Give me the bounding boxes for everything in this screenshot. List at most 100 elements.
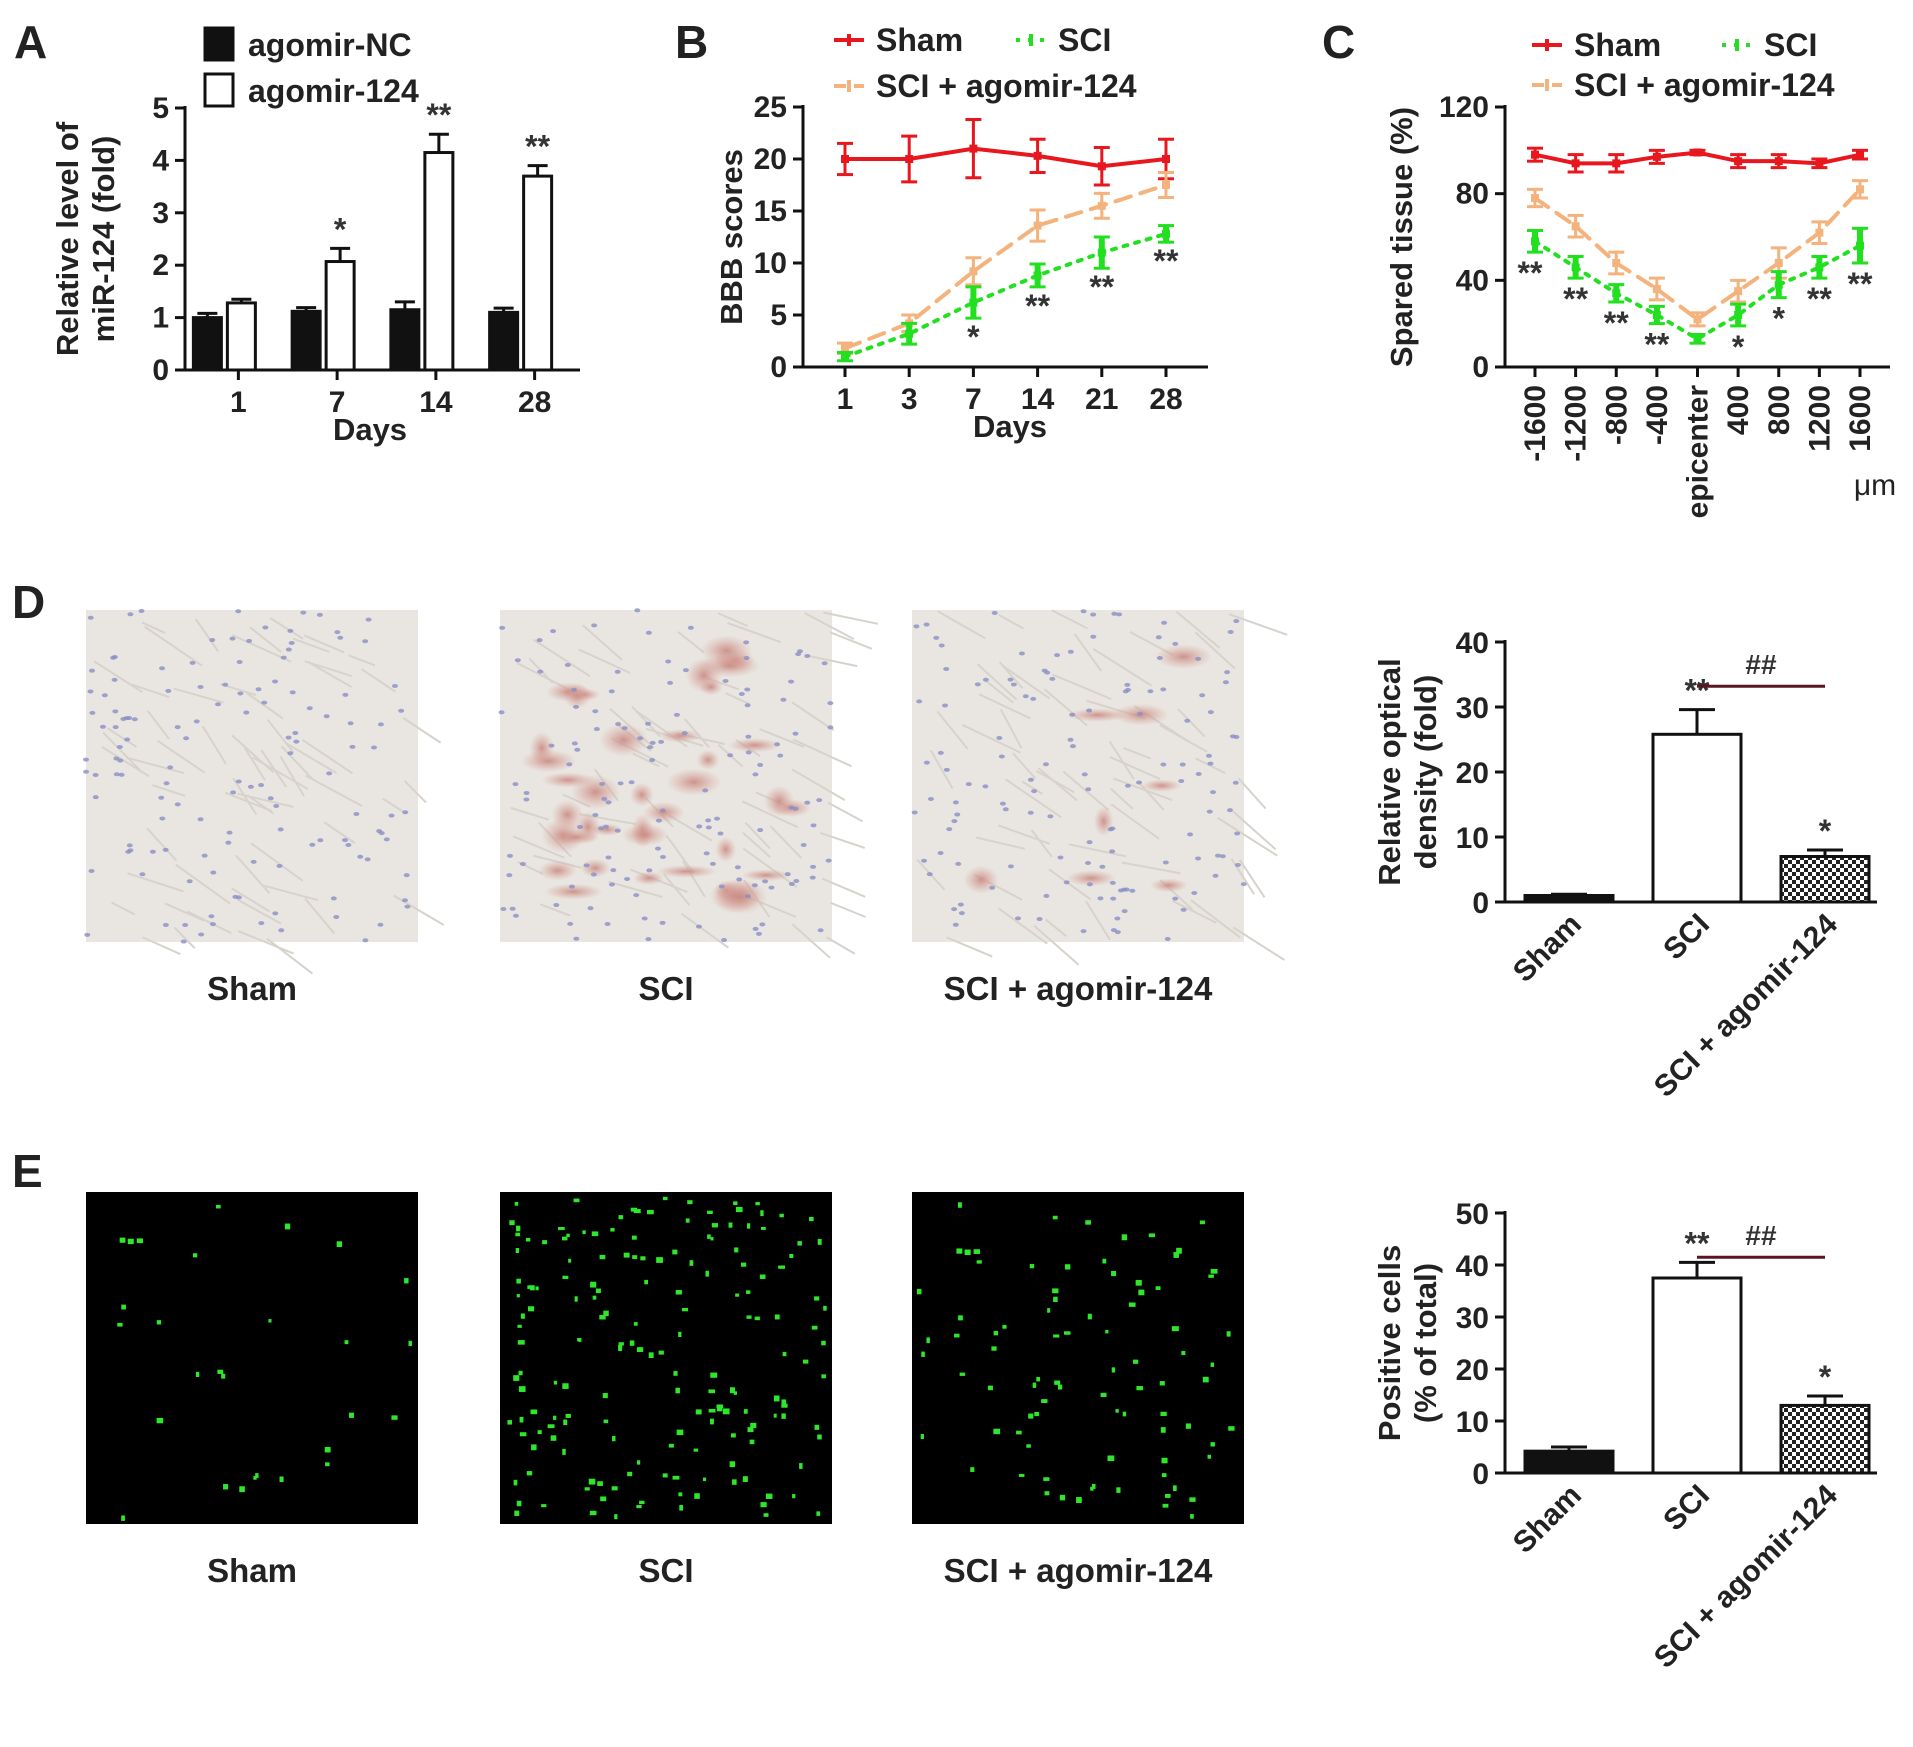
nucleus — [126, 843, 133, 848]
nucleus — [235, 609, 242, 614]
positive-cell — [529, 1285, 535, 1291]
nucleus — [1195, 856, 1202, 861]
nucleus — [330, 896, 337, 901]
positive-cell — [1057, 1384, 1063, 1390]
positive-cell — [656, 1257, 663, 1263]
nucleus — [235, 895, 242, 900]
nucleus — [261, 700, 268, 705]
nucleus — [913, 624, 920, 629]
nucleus — [593, 727, 600, 732]
positive-cell — [774, 1314, 780, 1320]
nucleus — [641, 916, 648, 921]
nucleus — [235, 779, 242, 784]
tissue-fiber — [266, 937, 313, 975]
positive-cell — [705, 1270, 709, 1277]
nucleus — [83, 769, 90, 774]
nucleus — [1057, 855, 1064, 860]
positive-cell — [1190, 1514, 1194, 1519]
nucleus — [645, 630, 652, 635]
positive-cell — [921, 1351, 925, 1357]
nucleus — [222, 682, 229, 687]
tissue-fiber — [998, 661, 1024, 689]
positive-cell — [195, 1371, 200, 1378]
positive-cell — [519, 1416, 524, 1423]
data-point — [1571, 222, 1580, 231]
bar — [290, 309, 322, 372]
positive-cell — [1165, 1493, 1171, 1498]
nucleus — [743, 640, 750, 645]
nucleus — [174, 802, 181, 807]
nucleus — [1084, 860, 1091, 865]
positive-cell — [811, 1325, 818, 1330]
positive-cell — [530, 1409, 538, 1415]
positive-cell — [566, 1233, 570, 1238]
nucleus — [1081, 772, 1088, 777]
nucleus — [646, 868, 653, 873]
nucleus — [583, 863, 590, 868]
nucleus — [118, 772, 125, 777]
tissue-fiber — [1092, 648, 1153, 687]
tissue-fiber — [1172, 899, 1217, 924]
nucleus — [391, 683, 398, 688]
positive-cell — [1185, 1423, 1191, 1429]
nucleus — [514, 658, 521, 663]
nucleus — [127, 612, 134, 617]
tissue-fiber — [929, 749, 954, 789]
positive-cell — [562, 1448, 566, 1455]
nucleus — [1227, 629, 1234, 634]
nucleus — [590, 872, 597, 877]
positive-cell — [957, 1202, 962, 1208]
nucleus — [165, 688, 172, 693]
positive-cell — [558, 1226, 565, 1231]
positive-cell — [1032, 1382, 1037, 1388]
nucleus — [573, 704, 580, 709]
nucleus — [1107, 827, 1114, 832]
nucleus — [1160, 687, 1167, 692]
nucleus — [84, 932, 91, 937]
x-tick-label: 1 — [230, 386, 247, 419]
data-point — [969, 144, 978, 153]
data-point — [1531, 194, 1539, 202]
nucleus — [757, 828, 764, 833]
nucleus — [1160, 762, 1167, 767]
tissue-fiber — [961, 724, 1022, 754]
nucleus — [110, 655, 117, 660]
nucleus — [649, 740, 656, 745]
positive-cell — [746, 1223, 751, 1229]
comparison-label: ## — [1745, 1220, 1777, 1251]
nucleus — [634, 608, 641, 613]
nucleus — [827, 701, 834, 706]
chart-a: 0 1 2 3 4 5 Relative level of miR-124 (fold) Day… — [14, 16, 580, 447]
positive-cell — [255, 1473, 259, 1479]
nucleus — [991, 610, 998, 615]
chart-c: 0 40 80 120 Spared tissue (%) C -1600 -1200 -800… — [1322, 16, 1896, 518]
nucleus — [637, 736, 644, 741]
nucleus — [745, 750, 752, 755]
tissue-fiber — [173, 926, 196, 950]
nucleus — [246, 638, 253, 643]
positive-cell — [1160, 1427, 1166, 1433]
stain-patch — [1093, 806, 1114, 837]
nucleus — [709, 861, 716, 866]
nucleus — [608, 689, 615, 694]
data-point — [1612, 289, 1621, 298]
stain-patch — [642, 801, 685, 824]
nucleus — [660, 854, 667, 859]
nucleus — [667, 680, 674, 685]
nucleus — [788, 805, 795, 810]
tissue-fiber — [152, 784, 186, 797]
tissue-fiber — [1190, 899, 1241, 939]
stain-patch — [658, 729, 702, 743]
nucleus — [370, 745, 377, 750]
y-tick-label: 40 — [1456, 627, 1489, 660]
nucleus — [1086, 882, 1093, 887]
y-tick-label: 2 — [152, 249, 169, 282]
nucleus — [1110, 928, 1117, 933]
nucleus — [1069, 744, 1076, 749]
nucleus — [342, 692, 349, 697]
nucleus — [1123, 887, 1130, 892]
series-line — [843, 231, 1168, 359]
positive-cell — [648, 1352, 654, 1359]
nucleus — [1172, 641, 1179, 646]
nucleus — [215, 702, 222, 707]
